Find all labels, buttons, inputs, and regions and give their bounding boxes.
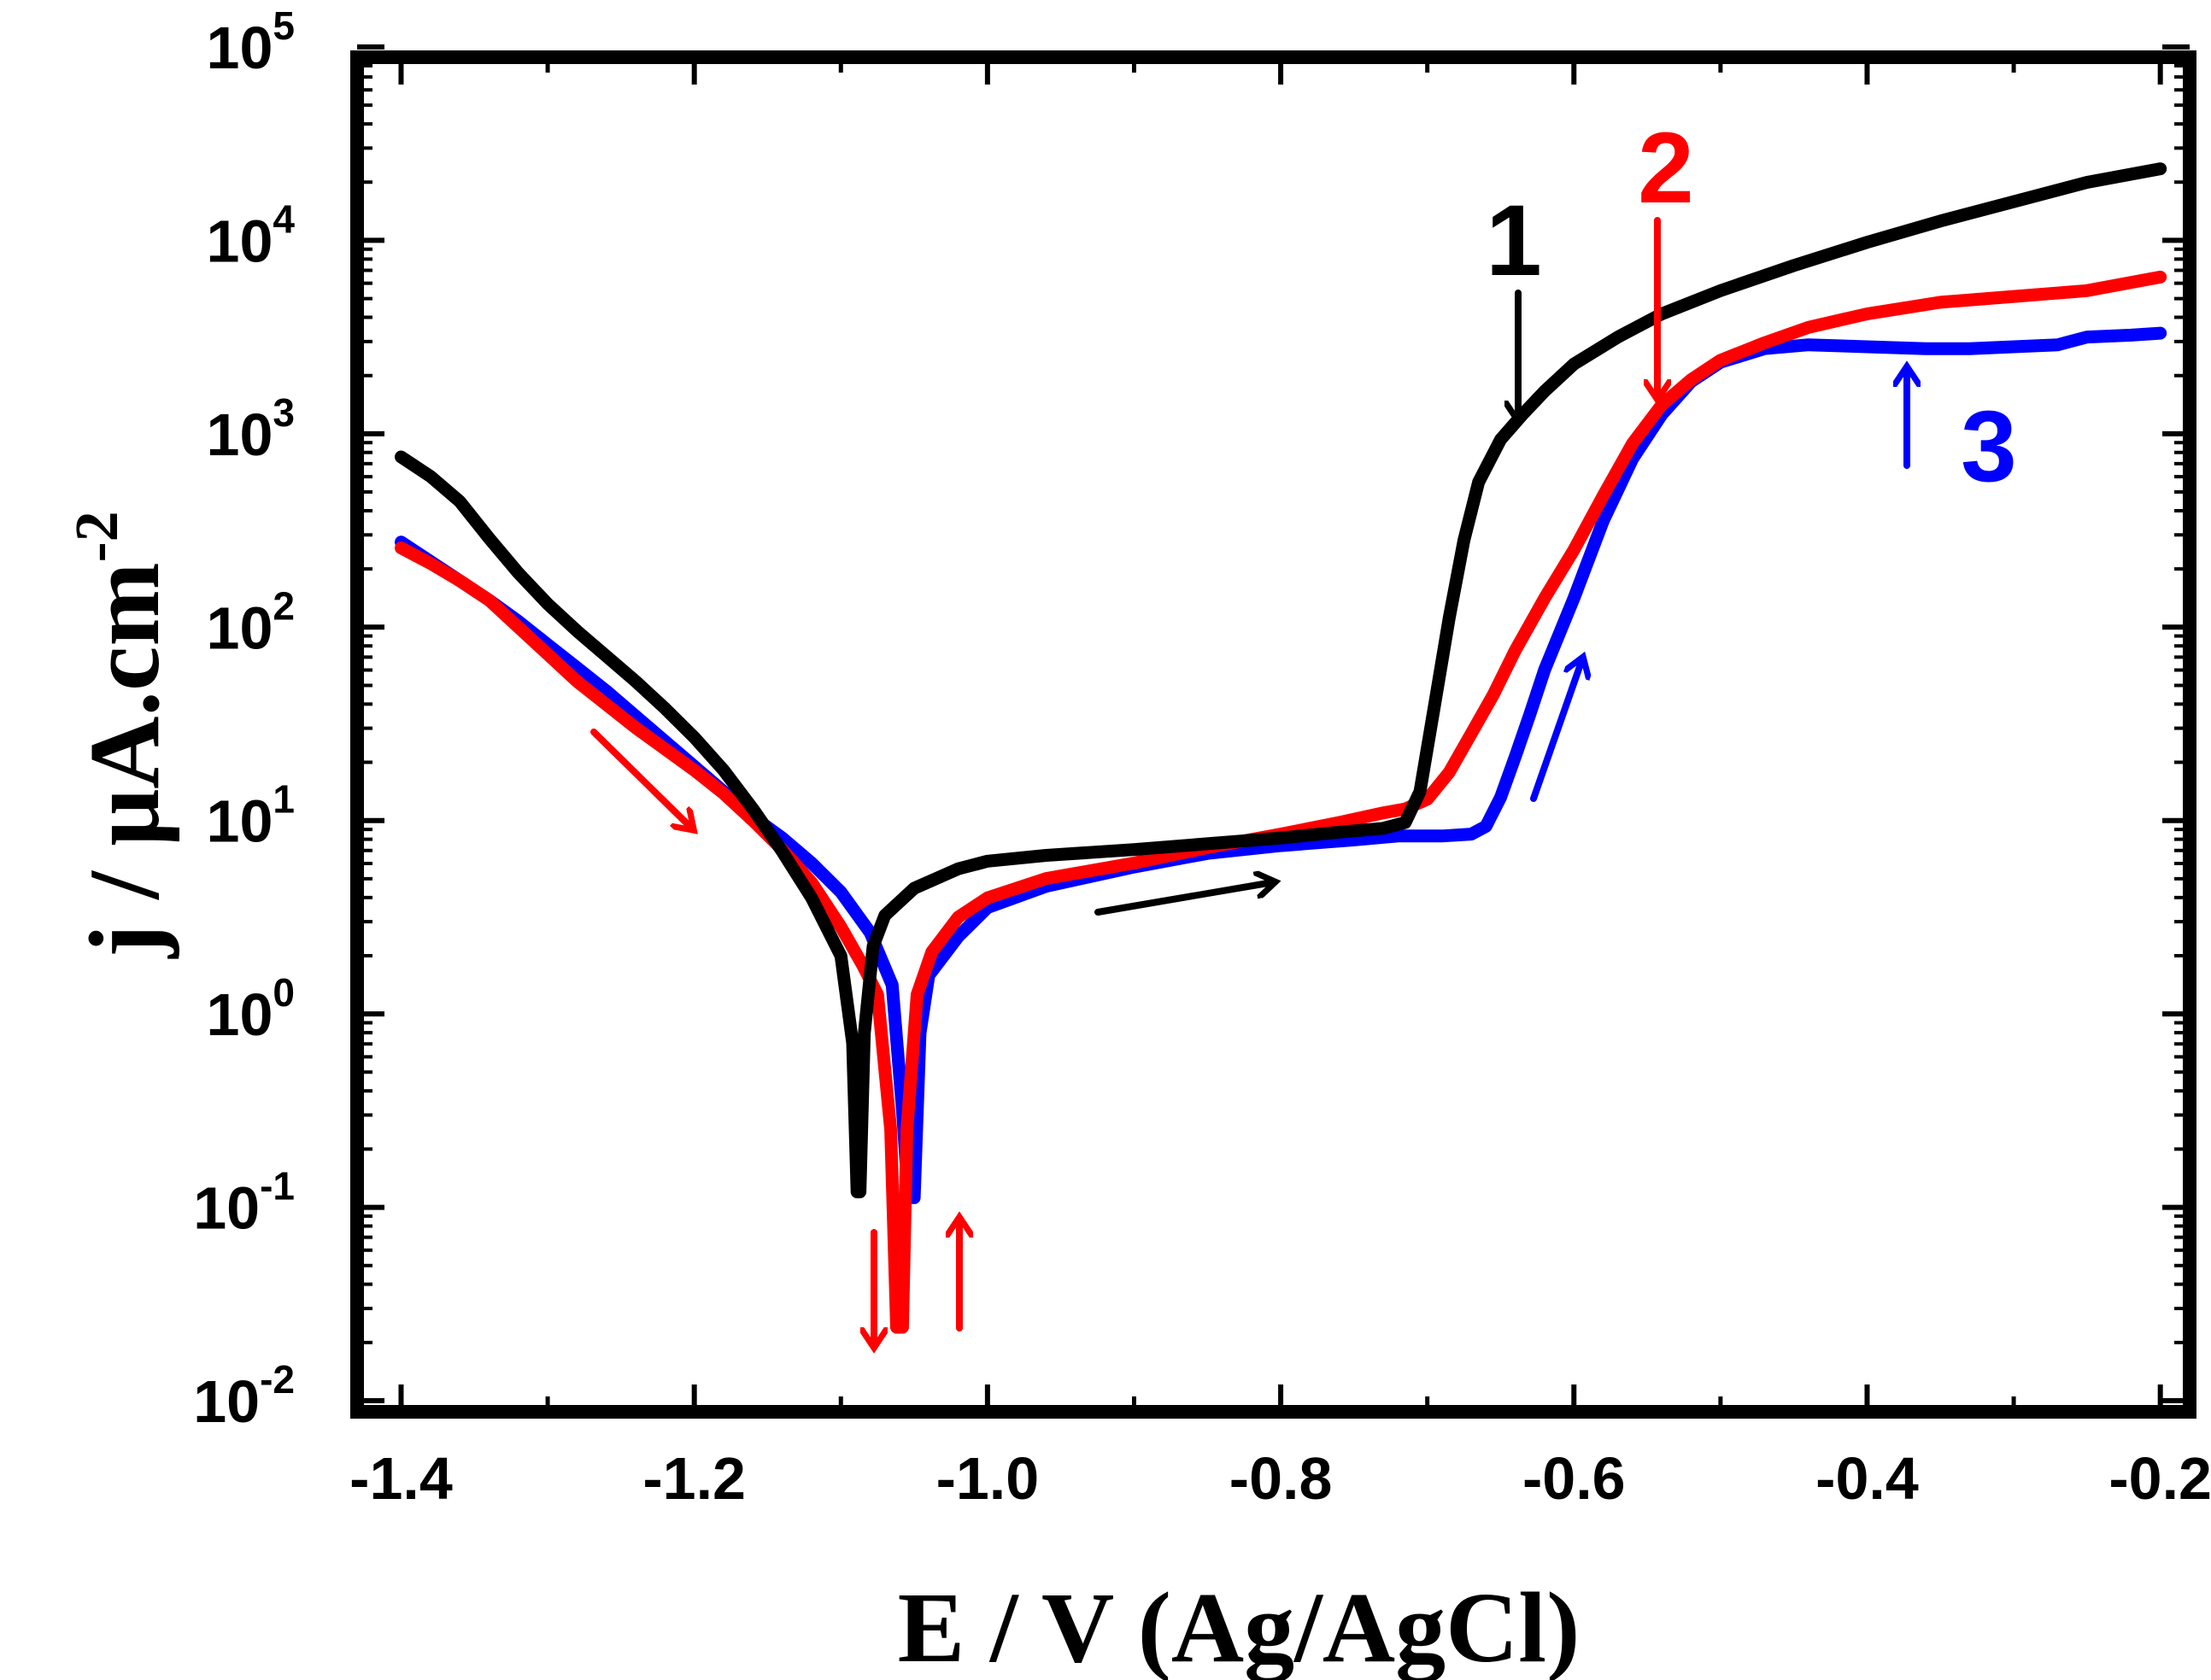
y-tick-label: 101 <box>207 777 295 855</box>
arrow-blue-up-right <box>1530 659 1582 802</box>
x-axis-title: E / V (Ag/AgCl) <box>898 1572 1581 1680</box>
y-tick-label: 105 <box>207 3 295 81</box>
y-tick-label: 10-2 <box>193 1357 295 1435</box>
series-line-3 <box>395 326 2167 1204</box>
arrow-red-down-left <box>590 729 692 828</box>
series-label-3: 3 <box>1961 390 2017 503</box>
x-tick-label: -0.4 <box>1815 1445 1919 1512</box>
x-tick-label: -0.8 <box>1229 1445 1333 1512</box>
y-tick-label: 102 <box>207 583 295 661</box>
y-axis-title-main: j / μA.cm <box>68 562 180 958</box>
y-axis-title-exponent: -2 <box>62 511 131 562</box>
x-tick-label: -1.4 <box>349 1445 453 1512</box>
series-line-1 <box>395 162 2167 1198</box>
series-line-2 <box>395 270 2167 1334</box>
series-label-1: 1 <box>1486 184 1542 297</box>
tick-labels: -1.4 -1.2 -1.0 -0.8 -0.6 -0.4 -0.2 10-2 10-1 100 1… <box>193 3 2211 1512</box>
y-tick-label: 103 <box>207 390 295 468</box>
series-lines <box>395 162 2167 1334</box>
arrow-black-right <box>1094 882 1273 916</box>
x-tick-label: -0.6 <box>1522 1445 1626 1512</box>
y-axis-title: j / μA.cm-2 <box>62 511 180 958</box>
x-tick-label: -1.2 <box>642 1445 746 1512</box>
x-tick-label: -0.2 <box>2108 1445 2211 1512</box>
x-tick-label: -1.0 <box>936 1445 1040 1512</box>
direction-arrows <box>590 217 1907 1345</box>
series-label-2: 2 <box>1638 112 1694 225</box>
y-tick-label: 100 <box>207 970 295 1048</box>
y-tick-label: 104 <box>207 196 296 274</box>
plot-frame <box>350 50 2196 1419</box>
axis-ticks <box>357 44 2190 1412</box>
y-tick-label: 10-1 <box>193 1164 295 1242</box>
